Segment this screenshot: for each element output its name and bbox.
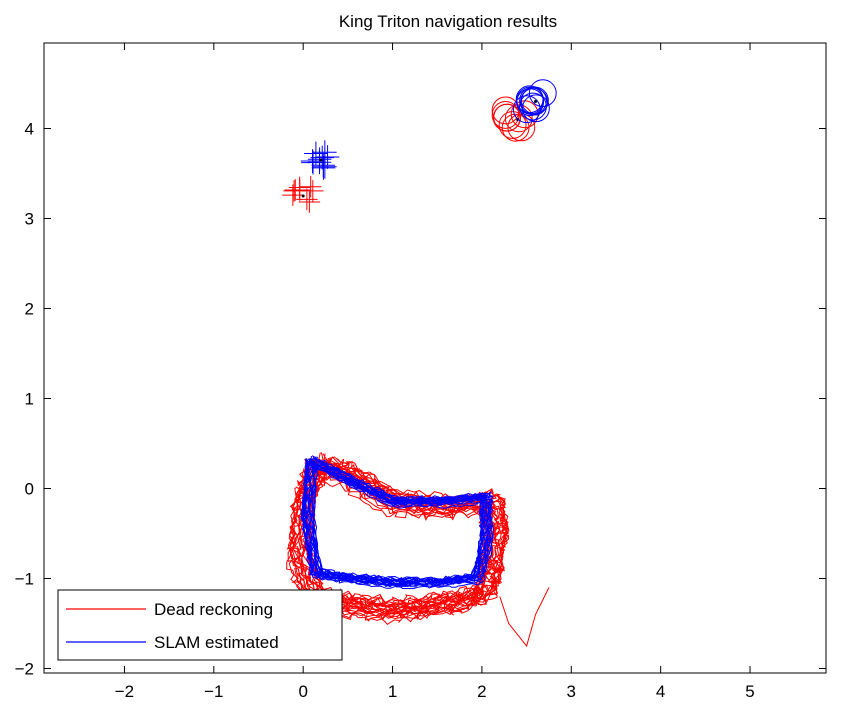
y-tick-label: 3 bbox=[25, 210, 34, 229]
series-line-slam bbox=[302, 463, 485, 588]
series-line-slam bbox=[304, 458, 486, 585]
y-tick-label: 1 bbox=[25, 390, 34, 409]
landmark-center-point bbox=[301, 194, 305, 198]
landmark-circle-marker bbox=[521, 86, 549, 115]
plot-area bbox=[286, 452, 550, 648]
x-tick-label: −2 bbox=[115, 682, 134, 701]
series-line-slam bbox=[304, 462, 489, 586]
legend: Dead reckoning SLAM estimated bbox=[57, 589, 343, 661]
legend-box bbox=[57, 589, 343, 661]
series-tail-dead-reckoning bbox=[499, 587, 550, 648]
series-line-slam bbox=[304, 461, 487, 587]
y-tick-label: −2 bbox=[15, 660, 34, 679]
legend-label-dead-reckoning: Dead reckoning bbox=[154, 600, 273, 619]
x-tick-label: 1 bbox=[388, 682, 397, 701]
landmark-circle-marker bbox=[512, 95, 541, 124]
series-line-dead-reckoning bbox=[298, 452, 502, 604]
y-tick-label: 2 bbox=[25, 300, 34, 319]
x-tick-label: 3 bbox=[567, 682, 576, 701]
x-tick-label: 0 bbox=[298, 682, 307, 701]
y-tick-label: 4 bbox=[25, 120, 34, 139]
landmark-center-point bbox=[319, 158, 323, 162]
legend-label-slam: SLAM estimated bbox=[154, 633, 279, 652]
x-tick-label: 5 bbox=[745, 682, 754, 701]
landmark-circle-marker bbox=[492, 103, 521, 132]
landmark-circle-marker bbox=[491, 101, 520, 129]
x-tick-label: 4 bbox=[656, 682, 665, 701]
series-line-slam bbox=[309, 456, 493, 583]
landmark-circle-marker bbox=[516, 88, 545, 117]
y-tick-label: −1 bbox=[15, 570, 34, 589]
axes-frame bbox=[43, 42, 827, 674]
series-line-dead-reckoning bbox=[286, 475, 490, 626]
y-tick-label: 0 bbox=[25, 480, 34, 499]
series-line-slam bbox=[300, 462, 484, 587]
series-line-dead-reckoning bbox=[292, 465, 496, 618]
landmarks bbox=[282, 79, 557, 213]
series-line-dead-reckoning bbox=[297, 471, 502, 619]
series-line-slam bbox=[307, 455, 490, 580]
chart-title: King Triton navigation results bbox=[339, 12, 557, 31]
landmark-circle-marker bbox=[498, 111, 527, 139]
landmark-circle-marker bbox=[522, 94, 550, 123]
axis-ticks: −2 −1 0 1 2 3 4 5 −2 −1 0 1 2 3 4 bbox=[15, 43, 826, 701]
x-tick-label: −1 bbox=[204, 682, 223, 701]
landmark-center-point bbox=[534, 100, 538, 103]
x-tick-label: 2 bbox=[477, 682, 486, 701]
